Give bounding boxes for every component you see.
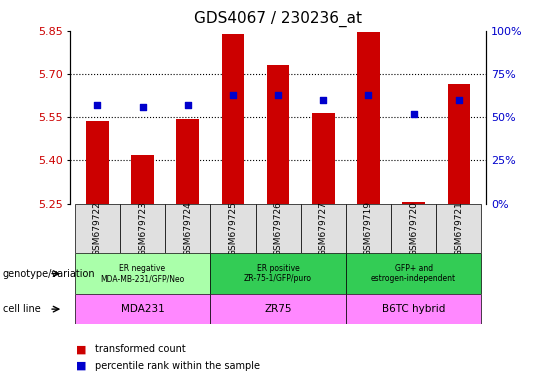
Bar xyxy=(120,204,165,253)
Bar xyxy=(448,84,470,204)
Bar xyxy=(131,154,154,204)
Bar xyxy=(346,294,482,324)
Text: ZR75: ZR75 xyxy=(265,304,292,314)
Text: cell line: cell line xyxy=(3,304,40,314)
Bar xyxy=(221,33,244,204)
Point xyxy=(184,102,192,108)
Bar xyxy=(267,65,289,204)
Bar xyxy=(436,204,482,253)
Text: GSM679727: GSM679727 xyxy=(319,201,328,256)
Text: MDA231: MDA231 xyxy=(120,304,164,314)
Point xyxy=(274,91,282,98)
Text: genotype/variation: genotype/variation xyxy=(3,268,96,279)
Title: GDS4067 / 230236_at: GDS4067 / 230236_at xyxy=(194,10,362,26)
Text: GSM679719: GSM679719 xyxy=(364,201,373,256)
Bar xyxy=(346,204,391,253)
Bar xyxy=(86,121,109,204)
Bar xyxy=(402,202,425,204)
Bar xyxy=(346,253,482,294)
Bar xyxy=(75,253,210,294)
Bar xyxy=(357,32,380,204)
Point xyxy=(319,97,328,103)
Text: ■: ■ xyxy=(76,361,86,371)
Bar xyxy=(210,294,346,324)
Point xyxy=(138,104,147,110)
Text: GSM679720: GSM679720 xyxy=(409,201,418,256)
Point xyxy=(409,111,418,117)
Bar xyxy=(301,204,346,253)
Bar xyxy=(75,294,210,324)
Bar xyxy=(165,204,210,253)
Text: ER negative
MDA-MB-231/GFP/Neo: ER negative MDA-MB-231/GFP/Neo xyxy=(100,264,185,283)
Text: ■: ■ xyxy=(76,344,86,354)
Text: GSM679724: GSM679724 xyxy=(183,201,192,256)
Bar xyxy=(312,113,335,204)
Bar xyxy=(391,204,436,253)
Text: GSM679723: GSM679723 xyxy=(138,201,147,256)
Bar xyxy=(210,253,346,294)
Text: B6TC hybrid: B6TC hybrid xyxy=(382,304,446,314)
Bar xyxy=(75,204,120,253)
Point xyxy=(228,91,237,98)
Bar xyxy=(255,204,301,253)
Text: percentile rank within the sample: percentile rank within the sample xyxy=(94,361,260,371)
Text: GFP+ and
estrogen-independent: GFP+ and estrogen-independent xyxy=(371,264,456,283)
Point xyxy=(93,102,102,108)
Text: GSM679726: GSM679726 xyxy=(274,201,282,256)
Text: ER positive
ZR-75-1/GFP/puro: ER positive ZR-75-1/GFP/puro xyxy=(244,264,312,283)
Text: GSM679725: GSM679725 xyxy=(228,201,238,256)
Text: transformed count: transformed count xyxy=(94,344,185,354)
Point xyxy=(455,97,463,103)
Bar xyxy=(210,204,255,253)
Point xyxy=(364,91,373,98)
Text: GSM679722: GSM679722 xyxy=(93,201,102,256)
Text: GSM679721: GSM679721 xyxy=(454,201,463,256)
Bar xyxy=(177,119,199,204)
